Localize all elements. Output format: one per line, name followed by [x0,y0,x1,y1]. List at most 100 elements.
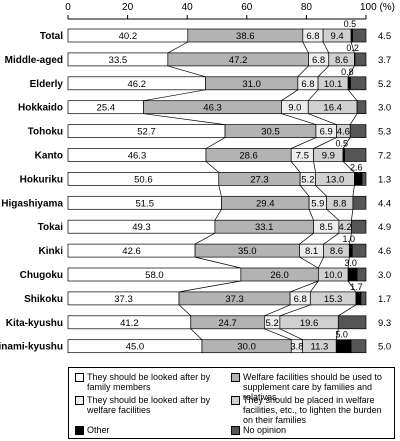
segment-connector [178,280,241,293]
data-label: 3.8 [290,342,303,353]
x-tick-label: 20 [122,2,134,13]
data-label: 6.9 [320,127,333,138]
data-label: 6.8 [306,31,319,42]
data-label: 8.6 [330,246,343,257]
category-label: Tokai [38,222,64,233]
category-label: Shikoku [24,294,63,305]
legend-item-welfare: They should be looked after by welfare f… [75,395,225,415]
segment-connector [349,113,358,125]
data-label: 27.3 [250,174,269,185]
data-label: 46.3 [203,103,222,114]
segment-connector [322,41,330,54]
data-label: 8.8 [333,198,346,209]
segment-connector [264,304,291,317]
data-label-other: 0.5 [336,139,349,149]
category-label: Middle-aged [5,55,63,66]
legend-item-other: Other [75,425,225,435]
legend-swatch [75,396,84,405]
data-label: 8.6 [335,55,348,66]
legend-item-placed: They should be placed in welfare facilit… [231,395,393,425]
segment-connector [299,232,314,245]
bar-segment [352,28,367,43]
legend-swatch [231,396,240,405]
data-label: 8.1 [305,246,318,257]
legend-swatch [75,373,84,382]
segment-connector [194,232,216,245]
legend-item-no-opinion: No opinion [231,425,393,435]
data-label: 9.0 [288,103,301,114]
bar-segment [354,172,363,186]
segment-connector [264,328,292,341]
segment-connector [297,65,309,78]
data-label: 10.0 [324,270,343,281]
segment-connector [299,185,310,197]
segment-connector [351,209,354,221]
data-label: 4.6 [337,127,350,138]
bar-segment [351,219,367,234]
data-label: 13.0 [326,174,345,185]
segment-connector [323,232,340,245]
x-tick-label: 100 (%) [360,2,395,13]
category-label: Higashiyama [1,198,63,209]
segment-connector [318,256,324,269]
segment-connector [352,185,355,197]
segment-connector [347,65,355,77]
segment-connector [178,304,192,317]
segment-connector [350,41,355,54]
segment-connector [205,161,220,173]
data-label: 30.5 [261,127,280,138]
data-label-other: 5.0 [335,330,348,340]
category-label: Minami-kyushu [0,342,63,353]
bar-segment [351,243,367,258]
data-label: 46.2 [128,79,147,90]
data-label: 9.9 [322,151,335,162]
bar-segment [354,52,367,67]
data-label: 9.4 [330,31,343,42]
legend-label: They should be placed in welfare facilit… [243,395,382,425]
x-tick-label: 40 [182,2,194,13]
data-label-no-opinion: 1.3 [378,174,391,185]
bar-segment [350,339,367,354]
data-label-no-opinion: 4.4 [378,198,391,209]
data-label: 5.2 [301,174,314,185]
data-label-other: 1.0 [343,234,356,244]
data-label: 38.6 [236,31,255,42]
segment-connector [307,89,319,101]
segment-connector [167,65,206,78]
x-axis: 0 20 40 60 80 100 (%) [65,2,395,20]
segment-connector [143,89,206,102]
data-label: 25.4 [97,103,116,114]
bar-segment [355,291,362,306]
segment-connector [313,161,316,173]
bars [67,28,367,354]
data-label-no-opinion: 4.5 [378,31,391,42]
segment-connector [279,304,311,317]
segment-connector [291,137,317,149]
data-label: 10.1 [324,79,343,90]
data-label-other: 0.5 [344,19,357,29]
x-tick-label: 60 [241,2,253,13]
category-label: Kita-kyushu [6,318,63,329]
segment-connector [279,328,303,341]
legend-swatch [231,426,240,435]
data-label-other: 3.0 [344,258,357,268]
data-label: 52.7 [137,127,156,138]
data-label-no-opinion: 5.0 [378,342,391,353]
data-label: 6.8 [294,294,307,305]
segment-connector [299,256,319,269]
category-label: Kinki [39,246,64,257]
segment-connector [317,65,329,78]
segment-connector [347,89,358,101]
data-label: 42.6 [122,246,141,257]
data-label-no-opinion: 3.0 [378,270,391,281]
data-labels: 40.2 38.6 6.8 9.40.54.533.5 47.2 6.8 8.60.23.7… [97,19,392,353]
bar-segment [356,267,367,282]
category-label: Hokuriku [20,174,63,185]
category-labels: Total Middle-aged Elderly Hokkaido Tohoku Kan… [0,31,63,353]
bar-segment [337,315,367,330]
data-label: 8.5 [320,222,333,233]
segment-connector [143,113,226,125]
legend-label: They should be looked after by family me… [87,372,211,392]
segment-connectors [143,41,358,341]
data-label: 30.0 [237,342,256,353]
